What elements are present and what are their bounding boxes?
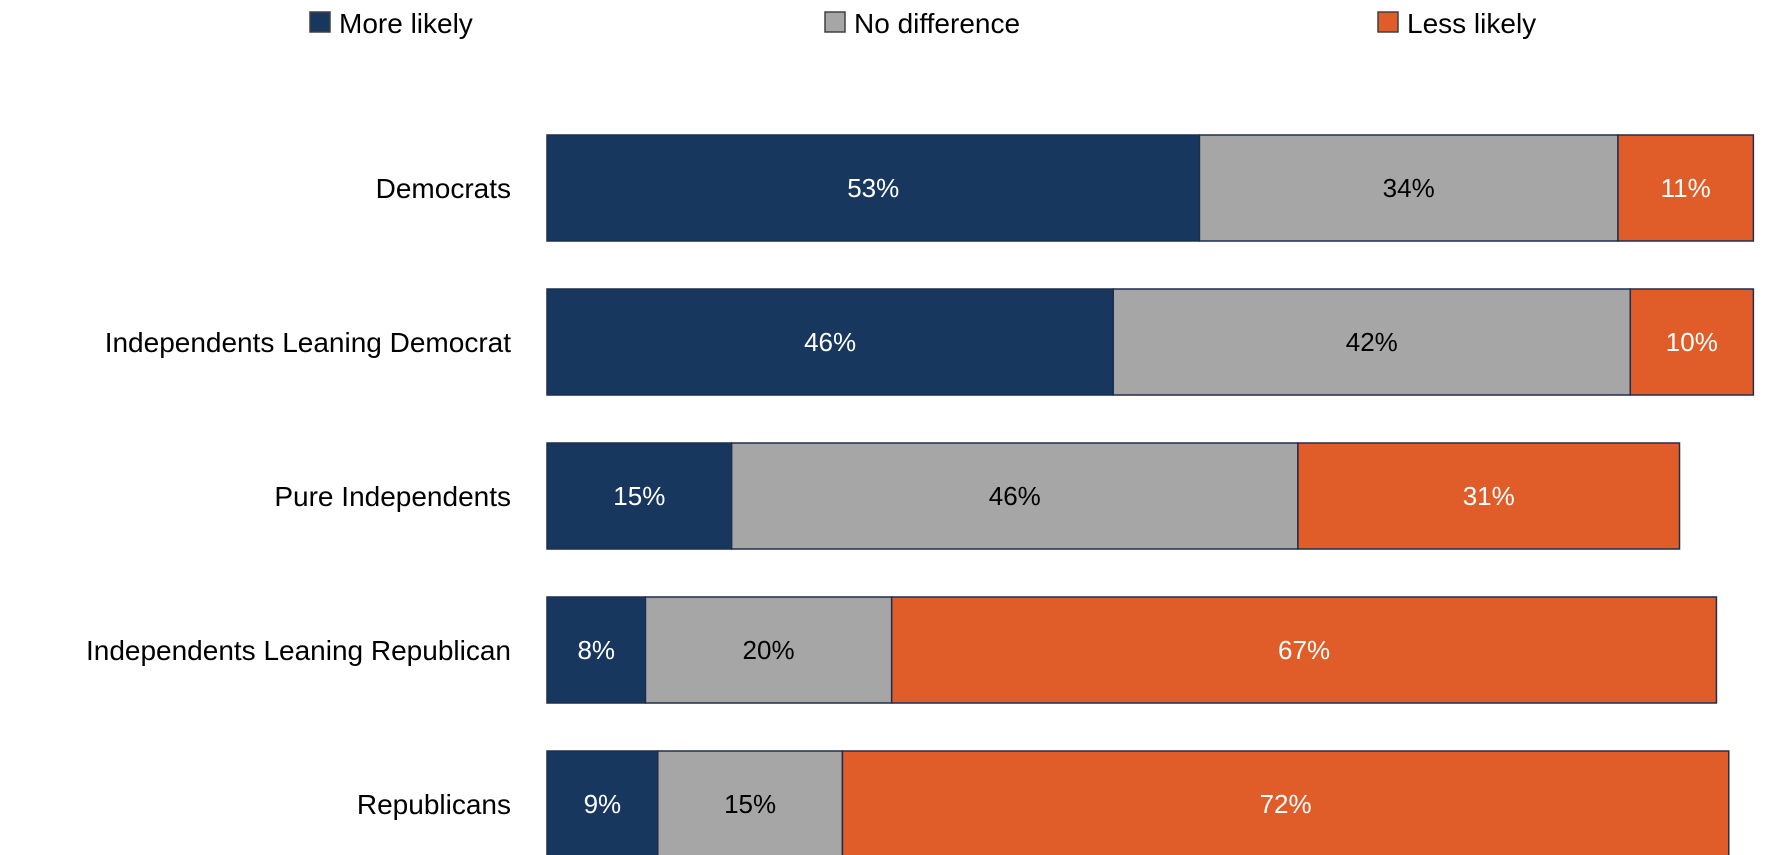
category-label: Independents Leaning Democrat xyxy=(105,327,512,358)
data-label-more-likely: 8% xyxy=(577,635,615,665)
legend-swatch-no-difference xyxy=(824,11,846,33)
bar-row: 9% 15% 72% xyxy=(546,750,1730,855)
bar-segment-more-likely xyxy=(546,750,659,855)
bar-segment-more-likely xyxy=(546,288,1115,396)
bars: 53% 34% 11% 46% 42% 10% 15% 46% 31% 8% 20% 67% 9% 15%… xyxy=(546,134,1755,855)
data-label-less-likely: 10% xyxy=(1666,327,1718,357)
bar-row: 15% 46% 31% xyxy=(546,442,1681,550)
data-label-less-likely: 67% xyxy=(1278,635,1330,665)
data-label-no-difference: 20% xyxy=(743,635,795,665)
bar-segment-more-likely xyxy=(546,134,1201,242)
legend: More likely No difference Less likely xyxy=(309,8,1536,39)
bar-segment-no-difference xyxy=(1112,288,1632,396)
bar-segment-less-likely xyxy=(890,596,1718,704)
bar-segment-less-likely xyxy=(1629,288,1755,396)
legend-label-more-likely: More likely xyxy=(339,8,473,39)
bar-row: 53% 34% 11% xyxy=(546,134,1755,242)
data-label-more-likely: 15% xyxy=(613,481,665,511)
bar-segment-less-likely xyxy=(1617,134,1755,242)
category-label: Democrats xyxy=(376,173,511,204)
category-labels: Democrats Independents Leaning Democrat Pu… xyxy=(86,173,511,820)
bar-row: 46% 42% 10% xyxy=(546,288,1755,396)
category-label: Republicans xyxy=(357,789,511,820)
bar-segment-no-difference xyxy=(1198,134,1619,242)
data-label-no-difference: 34% xyxy=(1383,173,1435,203)
data-label-no-difference: 42% xyxy=(1346,327,1398,357)
data-label-less-likely: 31% xyxy=(1463,481,1515,511)
data-label-more-likely: 9% xyxy=(584,789,622,819)
legend-swatch-more-likely xyxy=(309,11,331,33)
bar-segment-no-difference xyxy=(657,750,844,855)
bar-segment-less-likely xyxy=(1297,442,1681,550)
data-label-more-likely: 46% xyxy=(804,327,856,357)
legend-item-no-difference: No difference xyxy=(824,8,1020,39)
legend-swatch-less-likely xyxy=(1377,11,1399,33)
data-label-more-likely: 53% xyxy=(847,173,899,203)
data-label-no-difference: 15% xyxy=(724,789,776,819)
category-label: Pure Independents xyxy=(274,481,511,512)
bar-segment-no-difference xyxy=(730,442,1299,550)
legend-label-less-likely: Less likely xyxy=(1407,8,1536,39)
data-label-less-likely: 11% xyxy=(1661,173,1711,203)
bar-segment-less-likely xyxy=(841,750,1730,855)
legend-label-no-difference: No difference xyxy=(854,8,1020,39)
data-label-less-likely: 72% xyxy=(1260,789,1312,819)
bar-row: 8% 20% 67% xyxy=(546,596,1718,704)
bar-segment-more-likely xyxy=(546,596,647,704)
category-label: Independents Leaning Republican xyxy=(86,635,511,666)
bar-segment-more-likely xyxy=(546,442,733,550)
legend-item-more-likely: More likely xyxy=(309,8,473,39)
legend-item-less-likely: Less likely xyxy=(1377,8,1536,39)
data-label-no-difference: 46% xyxy=(989,481,1041,511)
